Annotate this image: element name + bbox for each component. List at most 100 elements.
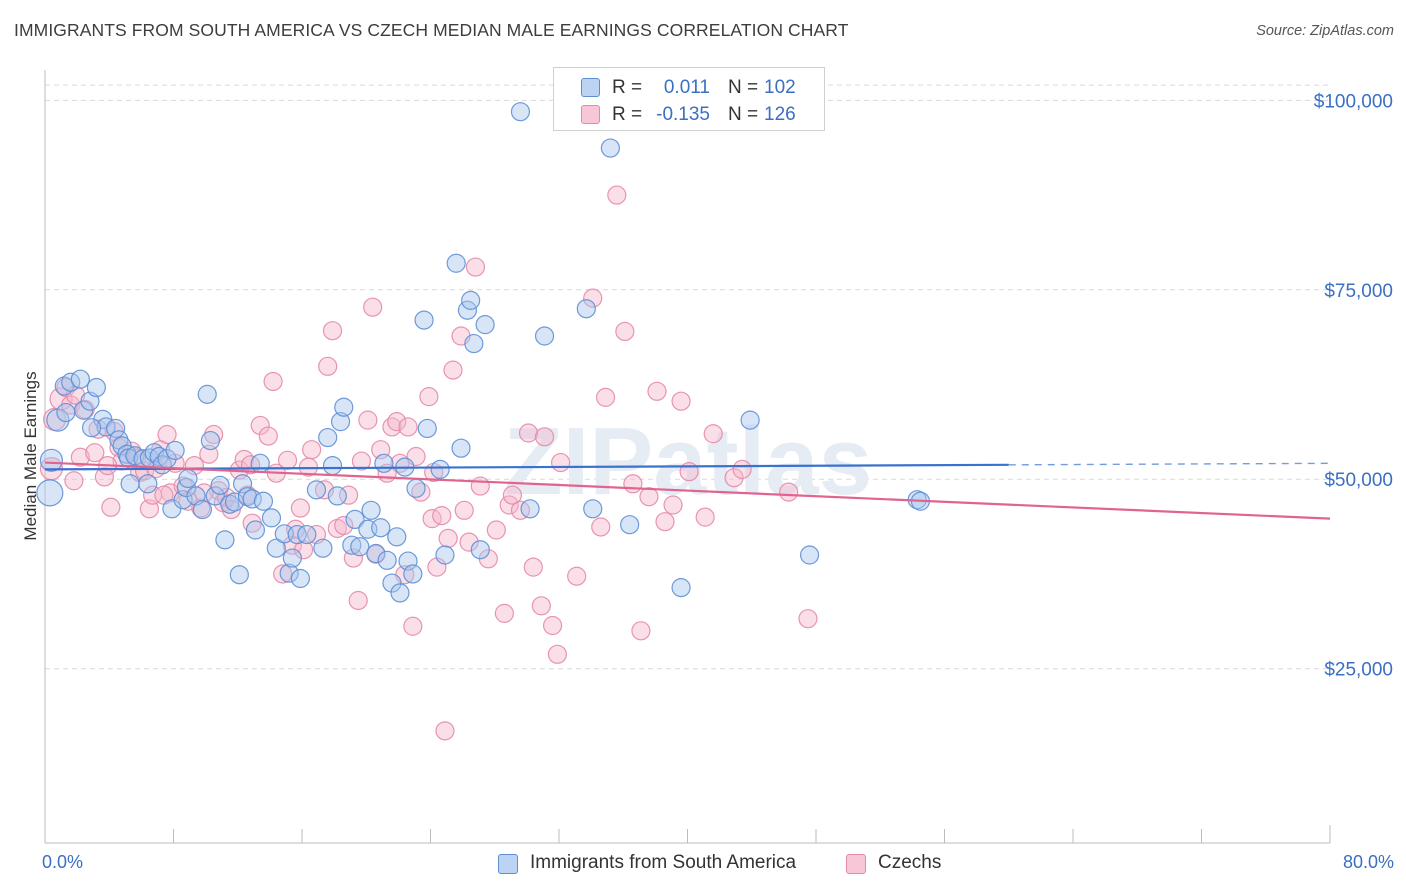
data-point	[157, 424, 177, 445]
data-point	[600, 138, 621, 158]
data-point	[173, 490, 193, 510]
data-point	[263, 371, 283, 392]
data-point	[277, 450, 298, 470]
r-label: R =	[612, 104, 643, 125]
data-point	[461, 290, 481, 310]
data-point	[322, 321, 343, 341]
data-point	[695, 507, 715, 527]
data-point	[36, 479, 64, 507]
data-point	[200, 430, 221, 451]
data-point	[348, 590, 368, 611]
data-point	[313, 538, 333, 558]
data-point	[443, 360, 463, 380]
r-value: -0.135	[656, 104, 710, 125]
data-point	[510, 102, 531, 122]
data-point	[639, 487, 659, 507]
data-point	[576, 299, 596, 319]
data-point	[106, 418, 126, 439]
data-point	[318, 427, 338, 448]
data-point	[138, 474, 158, 494]
data-point	[351, 451, 372, 471]
data-point	[534, 326, 555, 346]
data-point	[387, 527, 407, 547]
data-point	[205, 486, 225, 506]
data-point	[417, 418, 437, 439]
n-label: N =	[728, 77, 759, 98]
data-point	[799, 545, 820, 565]
data-point	[387, 412, 407, 432]
blue-swatch	[498, 854, 518, 874]
data-point	[282, 548, 302, 568]
y-tick-labels: $25,000 $50,000 $75,000 $100,000	[1314, 91, 1393, 680]
data-point	[435, 545, 455, 565]
data-point	[86, 377, 107, 398]
data-point	[94, 467, 115, 487]
n-value: 126	[764, 104, 796, 125]
data-point	[70, 447, 90, 467]
data-point	[374, 453, 394, 473]
data-point	[279, 563, 299, 583]
x-tick-min: 0.0%	[42, 852, 84, 872]
data-point	[330, 412, 351, 432]
data-point	[551, 452, 571, 473]
y-axis-title: Median Male Earnings	[21, 371, 40, 541]
data-point	[475, 315, 495, 335]
pink-swatch	[846, 854, 866, 874]
data-point	[591, 517, 611, 537]
trend-lines	[44, 461, 1331, 520]
data-point	[109, 430, 129, 450]
data-point	[523, 557, 543, 577]
data-point	[358, 410, 378, 430]
data-point	[464, 333, 484, 354]
pink-swatch	[581, 105, 600, 124]
data-point	[210, 475, 230, 495]
data-point	[454, 500, 474, 520]
data-point	[446, 253, 466, 273]
data-point	[192, 499, 213, 520]
data-point	[327, 486, 347, 506]
data-point	[732, 459, 752, 479]
data-point	[435, 721, 455, 741]
data-point	[250, 453, 270, 473]
data-point	[39, 448, 64, 472]
data-point	[204, 424, 224, 445]
data-point	[595, 387, 616, 407]
data-point	[430, 459, 450, 479]
data-point	[623, 474, 643, 494]
r-value: 0.011	[663, 77, 710, 98]
data-point	[403, 616, 423, 636]
blue-swatch	[581, 78, 600, 97]
data-point	[470, 540, 490, 560]
data-point	[178, 468, 198, 489]
data-point	[518, 423, 539, 443]
data-point	[273, 564, 293, 584]
data-point	[363, 297, 383, 317]
data-point	[250, 415, 270, 436]
y-tick-label: $100,000	[1314, 91, 1393, 112]
data-point	[567, 566, 587, 586]
data-point	[64, 471, 84, 491]
data-point	[120, 474, 140, 494]
data-point	[419, 387, 439, 407]
data-point	[451, 438, 471, 458]
data-point	[740, 410, 760, 430]
data-point	[197, 384, 217, 404]
data-point	[85, 443, 105, 463]
data-point	[798, 609, 818, 629]
data-point	[377, 550, 397, 570]
legend-label: Czechs	[878, 852, 942, 873]
data-point	[215, 530, 235, 550]
source-label: Source: ZipAtlas.com	[1256, 23, 1394, 39]
data-point	[245, 520, 266, 540]
data-point	[101, 497, 121, 517]
data-point	[290, 568, 310, 589]
data-point	[542, 615, 563, 636]
x-tick-max: 80.0%	[1342, 852, 1394, 872]
data-point	[229, 565, 249, 585]
data-point	[724, 468, 744, 488]
data-point	[345, 509, 365, 530]
data-point	[342, 535, 362, 555]
axes	[44, 70, 1331, 844]
data-point	[56, 402, 76, 423]
data-point	[607, 185, 627, 205]
